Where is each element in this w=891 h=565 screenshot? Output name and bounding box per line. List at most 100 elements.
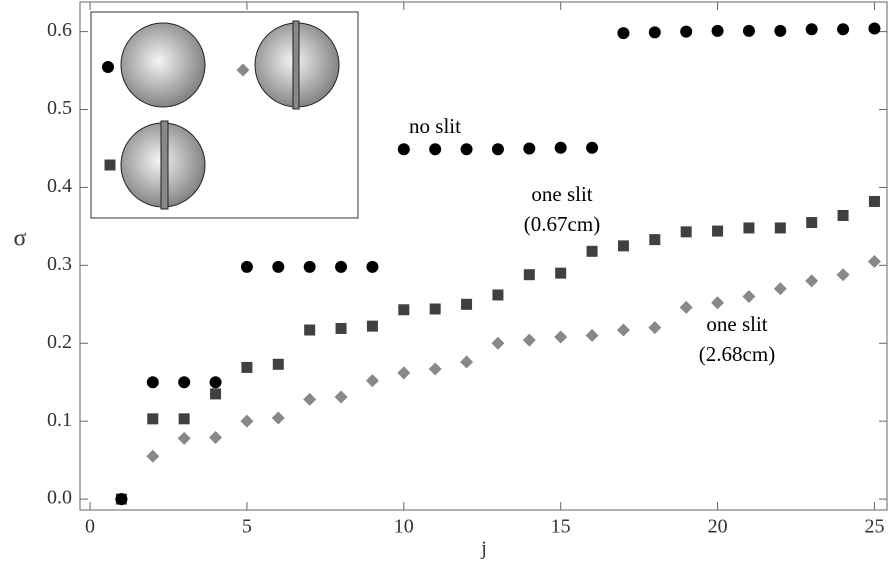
point — [649, 234, 661, 246]
point — [585, 328, 599, 342]
point — [209, 431, 223, 445]
point — [210, 388, 222, 400]
point — [492, 289, 504, 301]
x-tick-label: 5 — [242, 516, 252, 538]
y-tick-label: 0.6 — [47, 19, 72, 41]
point — [271, 411, 285, 425]
point — [679, 300, 693, 314]
point — [648, 321, 662, 335]
x-tick-label: 15 — [551, 516, 571, 538]
x-axis-label: j — [480, 538, 487, 560]
point — [617, 27, 630, 40]
point — [868, 22, 881, 35]
point — [774, 24, 787, 37]
sphere-icon — [120, 22, 206, 108]
point — [773, 282, 787, 296]
point — [491, 143, 504, 156]
point — [616, 323, 630, 337]
annotation: (2.68cm) — [699, 342, 775, 366]
point — [272, 260, 285, 273]
point — [241, 361, 253, 373]
point — [805, 23, 818, 36]
point — [366, 260, 379, 273]
point — [805, 274, 819, 288]
point — [178, 376, 191, 389]
point — [867, 254, 881, 268]
point — [147, 413, 159, 425]
point — [837, 23, 850, 36]
point — [742, 24, 755, 37]
point — [366, 320, 378, 332]
point — [554, 330, 568, 344]
point — [836, 268, 850, 282]
point — [774, 222, 786, 234]
point — [460, 355, 474, 369]
point — [617, 240, 629, 252]
point — [397, 143, 410, 156]
point — [586, 141, 599, 154]
point — [554, 141, 567, 154]
point — [115, 493, 128, 506]
point — [398, 304, 410, 316]
point — [240, 414, 254, 428]
point — [743, 222, 755, 234]
x-tick-label: 25 — [864, 516, 884, 538]
y-tick-label: 0.1 — [47, 409, 72, 431]
point — [523, 269, 535, 281]
annotation: (0.67cm) — [524, 212, 600, 236]
slit-icon — [292, 20, 300, 110]
point — [648, 26, 661, 39]
legend-marker — [104, 159, 116, 171]
annotation: no slit — [409, 114, 461, 138]
point — [868, 195, 880, 207]
point — [837, 209, 849, 221]
point — [397, 366, 411, 380]
point — [146, 376, 159, 389]
point — [522, 333, 536, 347]
point — [742, 290, 756, 304]
point — [429, 303, 441, 315]
point — [586, 245, 598, 257]
annotation: one slit — [706, 312, 767, 336]
x-tick-label: 10 — [394, 516, 414, 538]
point — [146, 449, 160, 463]
y-axis-label: σ — [14, 226, 27, 252]
point — [209, 376, 222, 389]
y-tick-label: 0.3 — [47, 253, 72, 275]
point — [680, 226, 692, 238]
point — [711, 296, 725, 310]
point — [177, 431, 191, 445]
y-tick-label: 0.2 — [47, 331, 72, 353]
point — [491, 336, 505, 350]
x-tick-label: 20 — [708, 516, 728, 538]
point — [461, 298, 473, 310]
point — [711, 24, 724, 37]
point — [428, 362, 442, 376]
point — [303, 260, 316, 273]
point — [178, 413, 190, 425]
y-tick-label: 0.4 — [47, 175, 72, 197]
point — [272, 358, 284, 370]
slit-icon — [160, 120, 169, 210]
point — [712, 225, 724, 237]
point — [806, 216, 818, 228]
point — [365, 374, 379, 388]
point — [240, 260, 253, 273]
y-tick-label: 0.0 — [47, 487, 72, 509]
annotation: one slit — [531, 182, 592, 206]
y-tick-label: 0.5 — [47, 97, 72, 119]
point — [303, 392, 317, 406]
plot-frame — [79, 1, 888, 511]
point — [335, 322, 347, 334]
point — [334, 390, 348, 404]
point — [523, 142, 536, 155]
point — [555, 267, 567, 279]
point — [680, 25, 693, 38]
legend-marker — [102, 61, 114, 73]
point — [335, 260, 348, 273]
point — [304, 324, 316, 336]
point — [429, 143, 442, 156]
x-tick-label: 0 — [85, 516, 95, 538]
legend-inset — [90, 11, 359, 219]
